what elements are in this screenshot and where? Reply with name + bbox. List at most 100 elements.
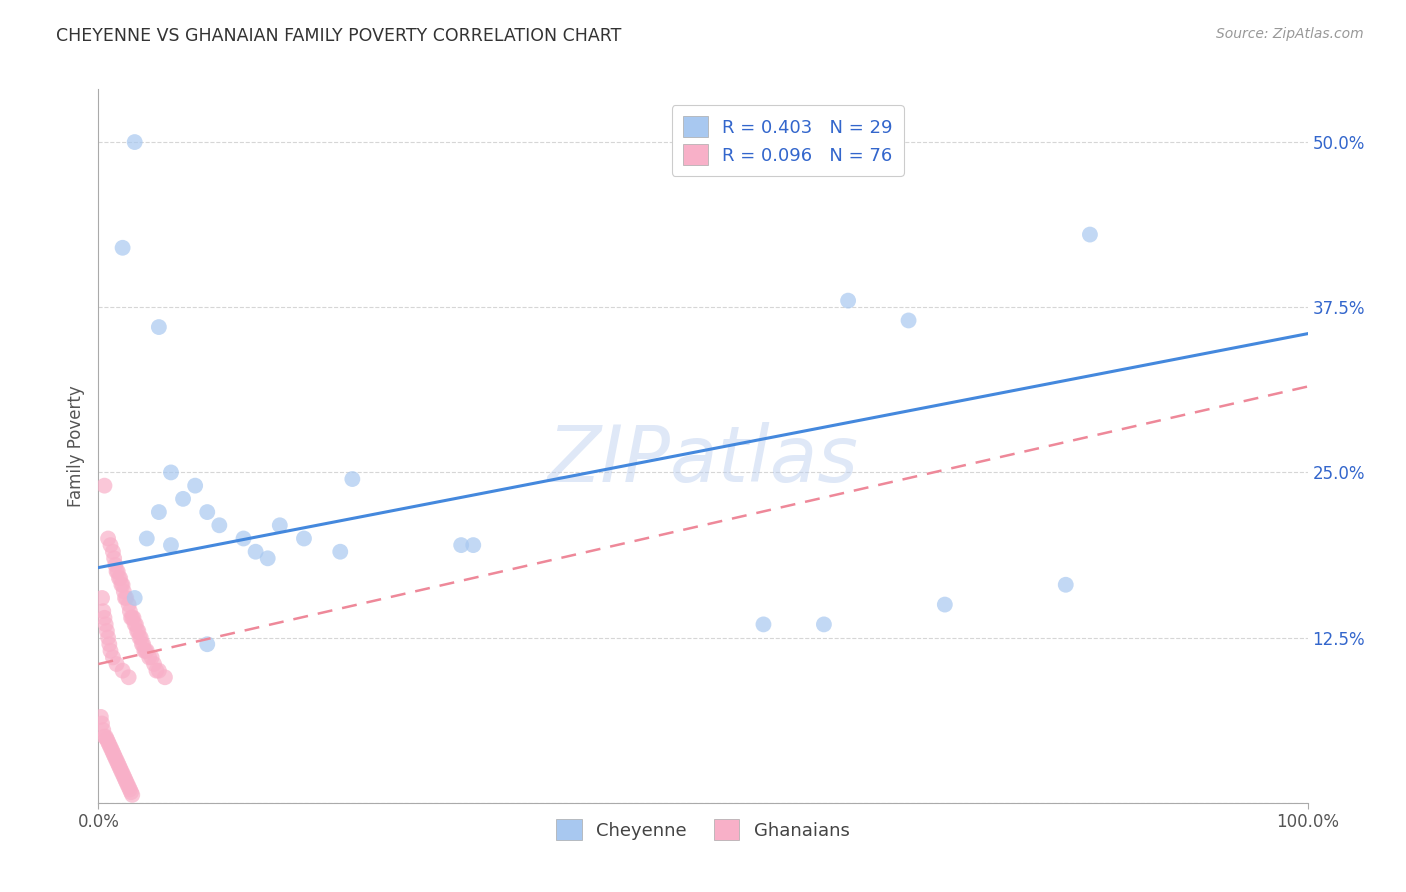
Point bbox=[97, 532, 120, 546]
Point bbox=[195, 637, 218, 651]
Point bbox=[121, 788, 143, 802]
Point bbox=[208, 518, 231, 533]
Point bbox=[105, 754, 128, 768]
Point bbox=[117, 777, 139, 791]
Text: CHEYENNE VS GHANAIAN FAMILY POVERTY CORRELATION CHART: CHEYENNE VS GHANAIAN FAMILY POVERTY CORR… bbox=[56, 27, 621, 45]
Point bbox=[329, 545, 352, 559]
Point bbox=[103, 748, 125, 763]
Point bbox=[160, 466, 183, 480]
Point bbox=[91, 591, 114, 605]
Point bbox=[135, 644, 157, 658]
Point bbox=[91, 716, 114, 731]
Point bbox=[127, 624, 149, 638]
Point bbox=[153, 670, 176, 684]
Point bbox=[897, 313, 920, 327]
Point bbox=[100, 743, 122, 757]
Point bbox=[112, 769, 135, 783]
Point bbox=[118, 604, 141, 618]
Point bbox=[93, 478, 115, 492]
Point bbox=[269, 518, 291, 533]
Point bbox=[131, 637, 153, 651]
Point bbox=[112, 584, 135, 599]
Point bbox=[108, 571, 131, 585]
Point bbox=[104, 751, 127, 765]
Point bbox=[115, 774, 138, 789]
Point bbox=[114, 591, 136, 605]
Point bbox=[195, 505, 218, 519]
Point bbox=[101, 746, 124, 760]
Point bbox=[450, 538, 472, 552]
Point bbox=[145, 664, 167, 678]
Point bbox=[837, 293, 859, 308]
Point bbox=[141, 650, 163, 665]
Point bbox=[111, 578, 134, 592]
Point bbox=[118, 598, 141, 612]
Point bbox=[110, 578, 132, 592]
Point bbox=[934, 598, 956, 612]
Point bbox=[96, 732, 118, 747]
Point bbox=[256, 551, 278, 566]
Legend: Cheyenne, Ghanaians: Cheyenne, Ghanaians bbox=[550, 812, 856, 847]
Point bbox=[94, 730, 117, 744]
Point bbox=[127, 624, 149, 638]
Point bbox=[813, 617, 835, 632]
Point bbox=[97, 735, 120, 749]
Point bbox=[245, 545, 267, 559]
Point bbox=[124, 591, 146, 605]
Point bbox=[138, 650, 160, 665]
Point bbox=[91, 723, 114, 738]
Point bbox=[104, 558, 127, 572]
Point bbox=[292, 532, 315, 546]
Point bbox=[103, 551, 125, 566]
Point bbox=[96, 624, 118, 638]
Point bbox=[1078, 227, 1101, 242]
Point bbox=[148, 320, 170, 334]
Point bbox=[121, 611, 143, 625]
Point bbox=[135, 644, 157, 658]
Point bbox=[97, 631, 120, 645]
Point bbox=[124, 135, 146, 149]
Point bbox=[125, 617, 148, 632]
Point bbox=[129, 631, 152, 645]
Point bbox=[172, 491, 194, 506]
Point bbox=[93, 730, 115, 744]
Point bbox=[148, 664, 170, 678]
Point bbox=[115, 591, 138, 605]
Point bbox=[342, 472, 364, 486]
Point bbox=[108, 571, 131, 585]
Point bbox=[105, 565, 128, 579]
Point bbox=[90, 710, 112, 724]
Text: Source: ZipAtlas.com: Source: ZipAtlas.com bbox=[1216, 27, 1364, 41]
Point bbox=[134, 644, 156, 658]
Point bbox=[463, 538, 485, 552]
Point bbox=[100, 644, 122, 658]
Point bbox=[107, 756, 129, 771]
Point bbox=[98, 738, 121, 752]
Point bbox=[114, 772, 136, 786]
Point bbox=[111, 241, 134, 255]
Point bbox=[118, 780, 141, 794]
Point bbox=[108, 759, 131, 773]
Y-axis label: Family Poverty: Family Poverty bbox=[67, 385, 86, 507]
Point bbox=[132, 637, 155, 651]
Point bbox=[120, 785, 142, 799]
Point bbox=[232, 532, 254, 546]
Point bbox=[143, 657, 166, 671]
Point bbox=[124, 617, 146, 632]
Point bbox=[148, 505, 170, 519]
Point bbox=[118, 670, 141, 684]
Point bbox=[108, 761, 131, 775]
Point bbox=[107, 565, 129, 579]
Point bbox=[184, 478, 207, 492]
Point bbox=[110, 764, 132, 778]
Point bbox=[100, 538, 122, 552]
Point bbox=[101, 650, 124, 665]
Point bbox=[101, 545, 124, 559]
Point bbox=[105, 657, 128, 671]
Point bbox=[120, 611, 142, 625]
Text: ZIPatlas: ZIPatlas bbox=[547, 422, 859, 499]
Point bbox=[128, 631, 150, 645]
Point bbox=[1054, 578, 1077, 592]
Point bbox=[98, 637, 121, 651]
Point bbox=[94, 617, 117, 632]
